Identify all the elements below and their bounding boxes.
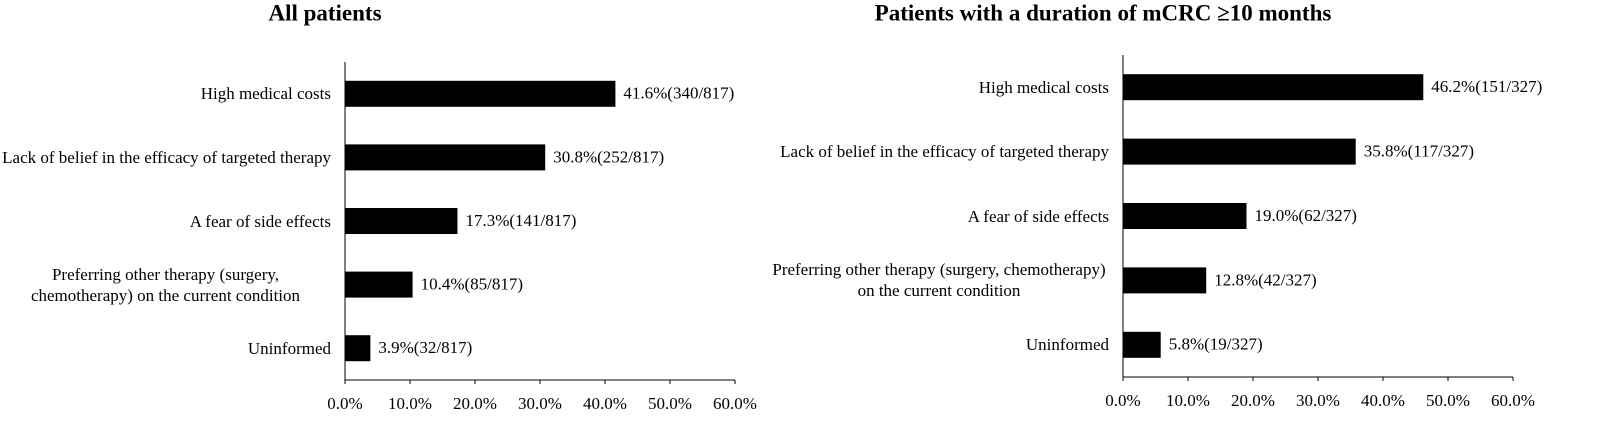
category-label-box: Preferring other therapy (surgery, chemo… — [769, 250, 1109, 310]
x-tick-label: 50.0% — [648, 394, 692, 413]
x-tick-label: 60.0% — [1491, 391, 1535, 410]
bar — [1123, 267, 1207, 294]
category-label: Uninformed — [247, 338, 331, 358]
category-label-box: Preferring other therapy (surgery, chemo… — [0, 255, 331, 315]
bar — [345, 80, 616, 107]
value-label: 19.0%(62/327) — [1255, 206, 1357, 225]
category-label: Uninformed — [1025, 335, 1109, 355]
category-label: Preferring other therapy (surgery, chemo… — [772, 260, 1106, 301]
category-label: Lack of belief in the efficacy of target… — [2, 147, 331, 167]
value-label: 35.8%(117/327) — [1364, 142, 1474, 161]
value-label: 5.8%(19/327) — [1169, 335, 1263, 354]
bar — [345, 144, 546, 171]
x-tick-label: 20.0% — [453, 394, 497, 413]
value-label: 3.9%(32/817) — [378, 338, 472, 357]
category-label-box: Lack of belief in the efficacy of target… — [780, 122, 1109, 182]
category-label-box: Lack of belief in the efficacy of target… — [2, 127, 331, 187]
bar — [1123, 203, 1247, 229]
category-label-box: A fear of side effects — [968, 186, 1109, 246]
category-label: A fear of side effects — [189, 211, 331, 231]
category-label-box: Uninformed — [248, 318, 331, 378]
x-tick-label: 0.0% — [1105, 391, 1140, 410]
bar — [345, 335, 371, 362]
bar — [345, 208, 458, 234]
chart-title: Patients with a duration of mCRC ≥10 mon… — [875, 0, 1332, 25]
x-tick-label: 10.0% — [1166, 391, 1210, 410]
category-label: High medical costs — [978, 77, 1109, 97]
x-tick-label: 0.0% — [327, 394, 362, 413]
bar — [1123, 331, 1161, 358]
bar — [1123, 74, 1424, 101]
category-label-box: A fear of side effects — [190, 191, 331, 251]
category-label-box: High medical costs — [201, 64, 331, 124]
bar — [345, 271, 413, 298]
x-tick-label: 60.0% — [713, 394, 757, 413]
category-label: A fear of side effects — [967, 206, 1109, 226]
category-label-box: High medical costs — [979, 57, 1109, 117]
x-tick-label: 20.0% — [1231, 391, 1275, 410]
x-tick-label: 40.0% — [1361, 391, 1405, 410]
category-label-box: Uninformed — [1026, 315, 1109, 375]
x-tick-label: 30.0% — [518, 394, 562, 413]
chart-title: All patients — [268, 0, 381, 25]
x-tick-label: 50.0% — [1426, 391, 1470, 410]
category-label: High medical costs — [200, 84, 331, 104]
x-tick-label: 30.0% — [1296, 391, 1340, 410]
value-label: 46.2%(151/327) — [1431, 77, 1542, 96]
value-label: 12.8%(42/327) — [1214, 270, 1316, 289]
value-label: 41.6%(340/817) — [623, 84, 734, 103]
value-label: 30.8%(252/817) — [553, 147, 664, 166]
x-tick-label: 10.0% — [388, 394, 432, 413]
value-label: 17.3%(141/817) — [465, 211, 576, 230]
x-tick-label: 40.0% — [583, 394, 627, 413]
category-label: Lack of belief in the efficacy of target… — [780, 142, 1109, 162]
category-label: Preferring other therapy (surgery, chemo… — [30, 264, 301, 305]
bar — [1123, 138, 1356, 165]
value-label: 10.4%(85/817) — [421, 275, 523, 294]
